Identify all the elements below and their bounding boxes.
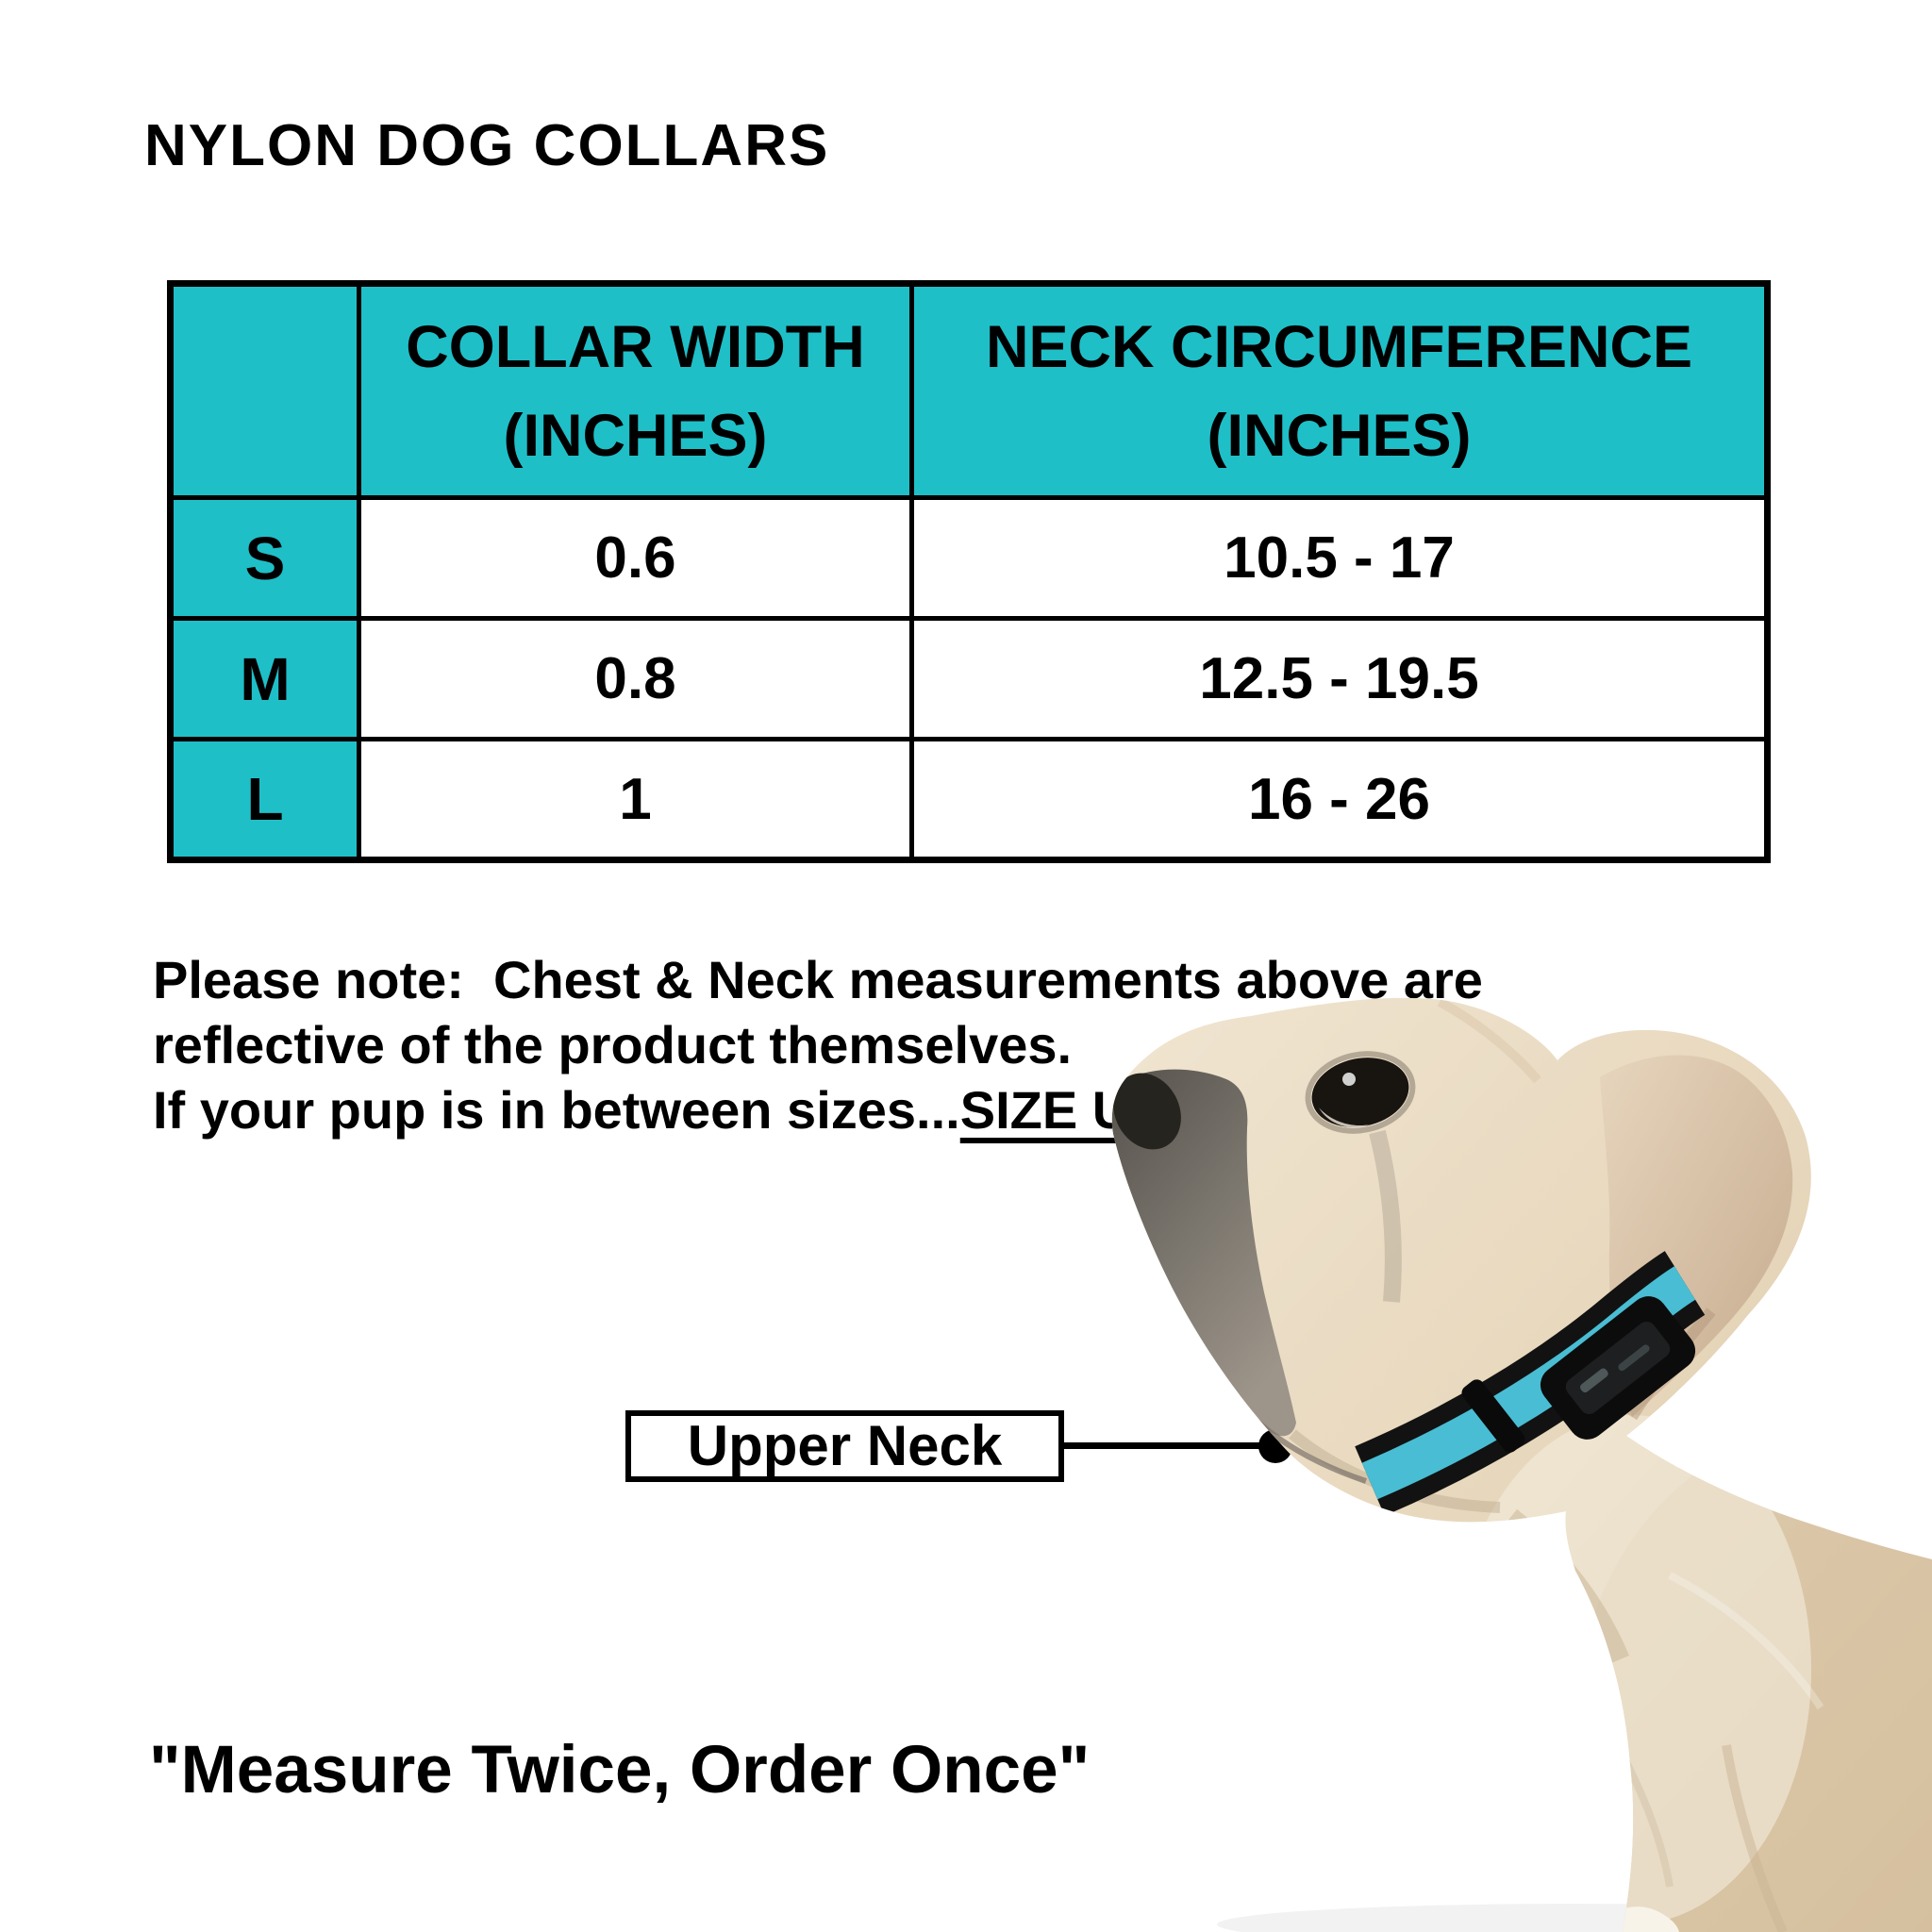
column-header-line: (INCHES) <box>503 402 768 469</box>
table-header-row: COLLAR WIDTH (INCHES) NECK CIRCUMFERENCE… <box>168 281 1770 500</box>
collar-width-value: 0.8 <box>357 616 914 741</box>
column-header-line: COLLAR WIDTH <box>406 313 865 380</box>
callout-leader-line <box>1064 1442 1264 1449</box>
dog-eye <box>1311 1058 1409 1127</box>
size-chart-table: COLLAR WIDTH (INCHES) NECK CIRCUMFERENCE… <box>167 280 1771 863</box>
upper-neck-label-text: Upper Neck <box>687 1414 1003 1477</box>
dog-collar-keeper <box>1461 1379 1525 1453</box>
table-row-large: L 1 16 - 26 <box>168 737 1770 862</box>
table-row-medium: M 0.8 12.5 - 19.5 <box>168 616 1770 741</box>
dog-eye-sclera <box>1319 1108 1370 1128</box>
table-row-small: S 0.6 10.5 - 17 <box>168 495 1770 621</box>
dog-leg-crease <box>1722 1744 1788 1932</box>
dog-eyelid <box>1305 1051 1416 1134</box>
dog-nose <box>1113 1073 1181 1150</box>
size-label: M <box>168 616 361 741</box>
collar-width-value: 0.6 <box>357 495 914 621</box>
dog-head-shading <box>1437 997 1541 1084</box>
dog-photo <box>1111 997 1932 1932</box>
column-header-line: (INCHES) <box>1207 402 1472 469</box>
neck-circumference-value: 10.5 - 17 <box>909 495 1770 621</box>
dog-collar <box>1355 1251 1706 1516</box>
bottom-quote: "Measure Twice, Order Once" <box>149 1733 1091 1807</box>
dog-fur-highlight <box>1668 1572 1824 1710</box>
note-line-3: If your pup is in between sizes...SIZE U… <box>153 1077 1483 1142</box>
dog-eye-highlight <box>1342 1073 1356 1086</box>
size-label: L <box>168 737 361 862</box>
upper-neck-label: Upper Neck <box>625 1410 1064 1482</box>
sizing-note: Please note: Chest & Neck measurements a… <box>153 947 1483 1142</box>
dog-muzzle <box>1111 1069 1296 1437</box>
note-line-2: reflective of the product themselves. <box>153 1015 1073 1074</box>
neck-circumference-value: 12.5 - 19.5 <box>909 616 1770 741</box>
column-header-neck-circumference: NECK CIRCUMFERENCE (INCHES) <box>909 281 1770 500</box>
collar-width-value: 1 <box>357 737 914 862</box>
table-corner-cell <box>168 281 361 500</box>
page-title: NYLON DOG COLLARS <box>144 113 830 178</box>
note-line-3-text: If your pup is in between sizes... <box>153 1080 960 1140</box>
size-label: S <box>168 495 361 621</box>
column-header-collar-width: COLLAR WIDTH (INCHES) <box>357 281 914 500</box>
dog-collar-buckle <box>1540 1296 1696 1440</box>
dog-chest-highlight <box>1453 1415 1811 1924</box>
dog-tear-streak <box>1369 1129 1402 1303</box>
column-header-line: NECK CIRCUMFERENCE <box>985 313 1693 380</box>
neck-circumference-value: 16 - 26 <box>909 737 1770 862</box>
